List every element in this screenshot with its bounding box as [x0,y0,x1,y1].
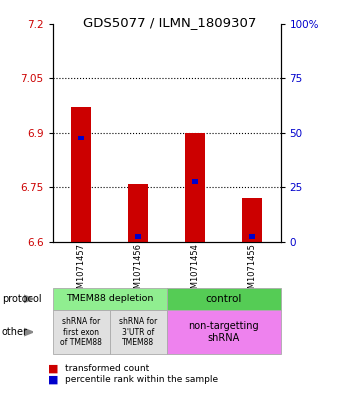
Bar [192,179,198,184]
Text: ■: ■ [48,364,58,374]
Text: percentile rank within the sample: percentile rank within the sample [65,375,218,384]
Text: protocol: protocol [2,294,41,304]
Text: TMEM88 depletion: TMEM88 depletion [66,294,153,303]
Text: GDS5077 / ILMN_1809307: GDS5077 / ILMN_1809307 [83,16,257,29]
Bar [71,107,91,242]
Bar [78,136,84,140]
Text: shRNA for
3'UTR of
TMEM88: shRNA for 3'UTR of TMEM88 [119,317,157,347]
Bar [128,184,148,242]
Text: other: other [2,327,28,337]
Bar [185,132,205,242]
Polygon shape [24,328,33,336]
Bar [242,198,262,242]
Bar [135,234,141,239]
Polygon shape [24,295,33,303]
Text: ■: ■ [48,374,58,384]
Text: transformed count: transformed count [65,364,149,373]
Text: non-targetting
shRNA: non-targetting shRNA [188,321,259,343]
Text: shRNA for
first exon
of TMEM88: shRNA for first exon of TMEM88 [60,317,102,347]
Text: control: control [205,294,242,304]
Bar [249,234,255,239]
